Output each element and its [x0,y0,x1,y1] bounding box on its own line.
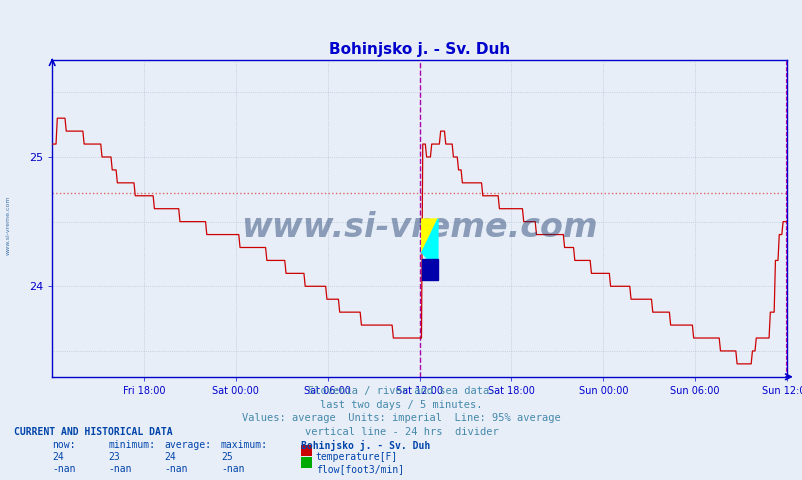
Text: 25: 25 [221,452,233,462]
Text: maximum:: maximum: [221,440,268,450]
Text: CURRENT AND HISTORICAL DATA: CURRENT AND HISTORICAL DATA [14,427,173,437]
Text: Bohinjsko j. - Sv. Duh: Bohinjsko j. - Sv. Duh [301,440,430,451]
Text: 23: 23 [108,452,120,462]
Text: -nan: -nan [52,464,75,474]
Title: Bohinjsko j. - Sv. Duh: Bohinjsko j. - Sv. Duh [329,42,509,58]
Text: Values: average  Units: imperial  Line: 95% average: Values: average Units: imperial Line: 95… [242,413,560,423]
Text: now:: now: [52,440,75,450]
Text: 24: 24 [164,452,176,462]
Text: flow[foot3/min]: flow[foot3/min] [315,464,403,474]
Text: minimum:: minimum: [108,440,156,450]
Text: www.si-vreme.com: www.si-vreme.com [241,211,597,244]
Text: -nan: -nan [221,464,244,474]
Polygon shape [421,219,437,252]
Text: 24: 24 [52,452,64,462]
Text: www.si-vreme.com: www.si-vreme.com [6,196,10,255]
Text: average:: average: [164,440,212,450]
Text: temperature[F]: temperature[F] [315,452,397,462]
Text: last two days / 5 minutes.: last two days / 5 minutes. [320,400,482,410]
Text: Slovenia / river and sea data.: Slovenia / river and sea data. [307,386,495,396]
Bar [421,259,437,280]
Polygon shape [421,219,437,271]
Text: -nan: -nan [164,464,188,474]
Text: -nan: -nan [108,464,132,474]
Text: vertical line - 24 hrs  divider: vertical line - 24 hrs divider [304,427,498,437]
